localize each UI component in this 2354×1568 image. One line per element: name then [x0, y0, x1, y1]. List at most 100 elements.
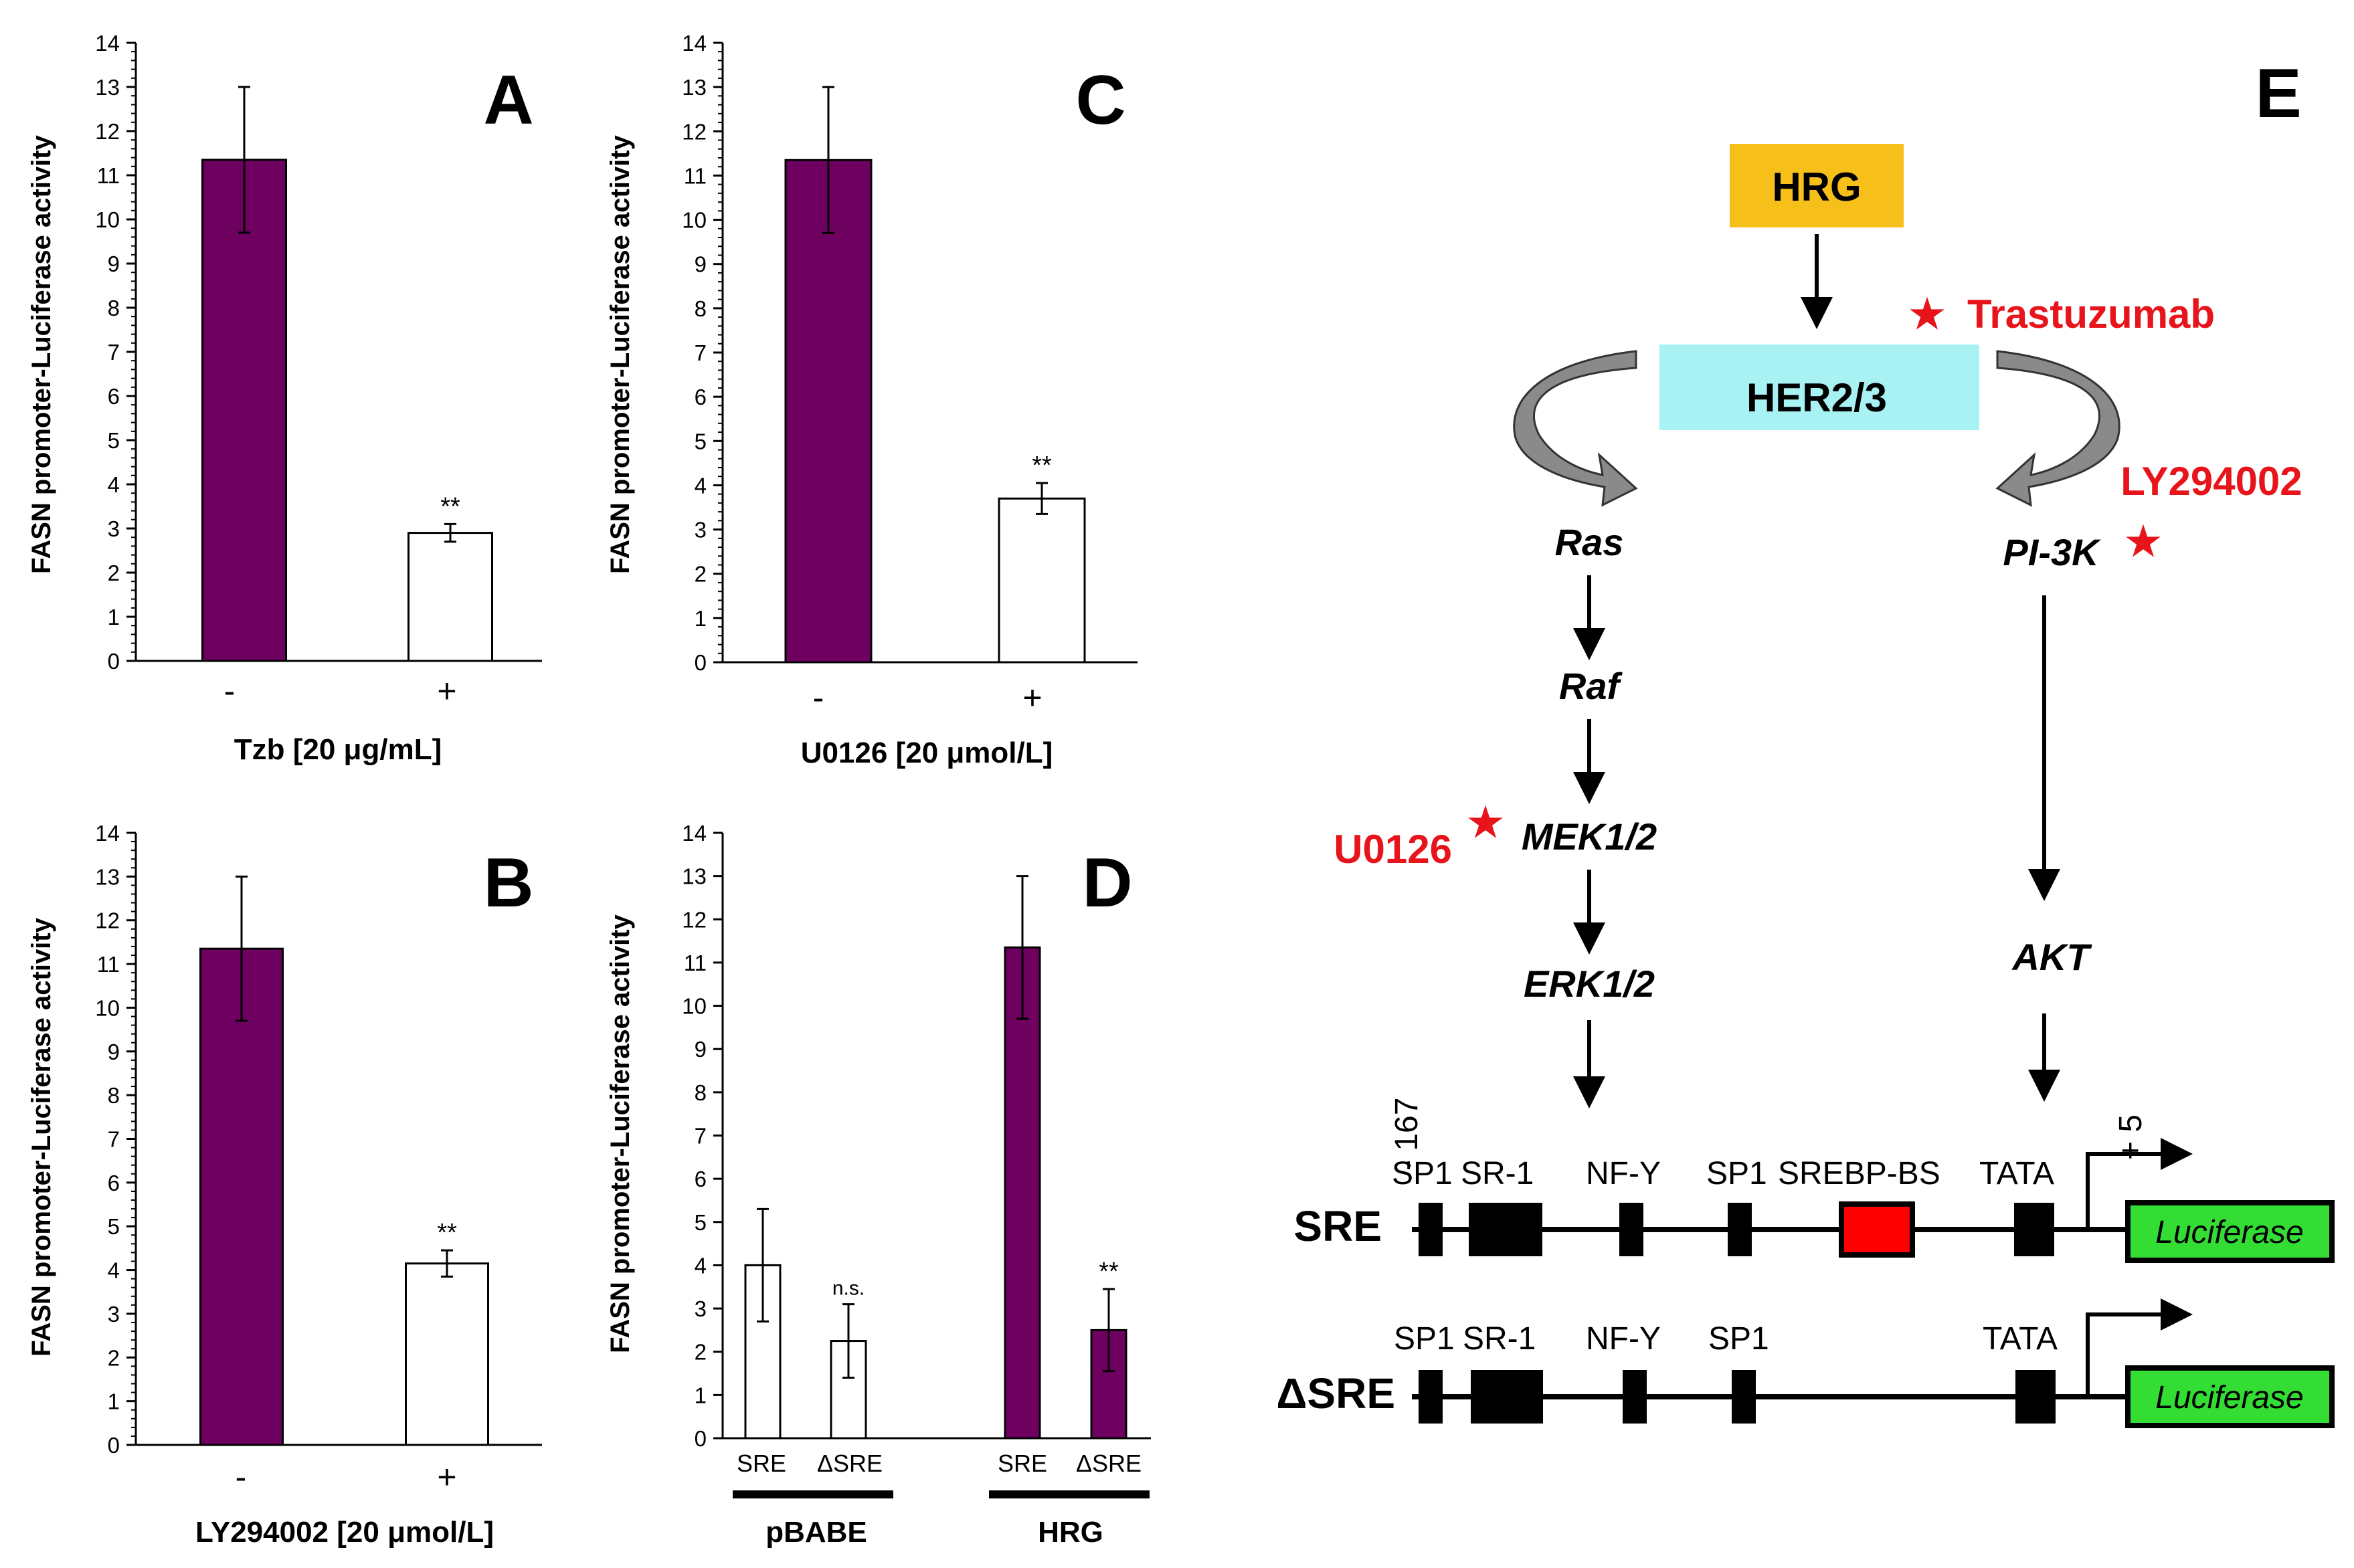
- category-label: ΔSRE: [817, 1450, 883, 1477]
- star-icon: ★: [1909, 292, 1945, 336]
- y-tick-label: 9: [108, 252, 120, 276]
- significance-label: **: [1099, 1258, 1119, 1286]
- u0126-label: U0126: [1334, 827, 1452, 872]
- category-label: +: [437, 1458, 456, 1496]
- bar-series: **: [199, 875, 489, 1446]
- y-tick-label: 5: [695, 429, 707, 454]
- y-tick-label: 13: [682, 864, 707, 889]
- ly294002-label: LY294002: [2120, 459, 2302, 504]
- element-label: NF-Y: [1586, 1156, 1661, 1191]
- raf-label: Raf: [1559, 665, 1623, 707]
- y-tick-label: 13: [95, 75, 120, 100]
- position-start-label: - 167: [1389, 1098, 1425, 1171]
- y-tick-label: 8: [695, 1080, 707, 1105]
- curved-arrow-right: [1995, 350, 2120, 507]
- significance-label: **: [437, 1219, 457, 1247]
- y-tick-label: 10: [682, 994, 707, 1019]
- y-tick-label: 1: [695, 1383, 707, 1407]
- y-tick-label: 10: [682, 208, 707, 233]
- luciferase-label: Luciferase: [2155, 1215, 2303, 1250]
- y-tick-label: 13: [682, 75, 707, 100]
- ras-label: Ras: [1555, 521, 1624, 563]
- srebp-site: [1839, 1201, 1915, 1258]
- y-tick-label: 5: [108, 1214, 120, 1239]
- y-axis-label: FASN promoter-Luciferase activity: [27, 917, 56, 1356]
- group-label: pBABE: [765, 1516, 867, 1549]
- category-label: +: [1022, 679, 1042, 716]
- akt-label: AKT: [2011, 936, 2092, 978]
- y-axis-label: FASN promoter-Luciferase activity: [606, 134, 635, 573]
- element-label: NF-Y: [1586, 1321, 1661, 1357]
- element-label: SP1: [1706, 1156, 1767, 1191]
- panel-b: FASN promoter-Luciferase activity 012345…: [27, 821, 542, 1549]
- y-tick-label: 14: [682, 821, 707, 846]
- significance-label: n.s.: [832, 1278, 865, 1300]
- sp1-site: [1419, 1370, 1443, 1424]
- y-axis-label: FASN promoter-Luciferase activity: [606, 914, 635, 1353]
- y-tick-label: 12: [682, 119, 707, 144]
- significance-label: **: [1032, 452, 1052, 480]
- tss-arrow: [2086, 1138, 2193, 1230]
- dsre-construct-label: ΔSRE: [1276, 1369, 1395, 1417]
- bar: [201, 159, 287, 662]
- y-tick-label: 9: [108, 1040, 120, 1064]
- nfy-site: [1623, 1370, 1647, 1424]
- y-tick-label: 11: [97, 952, 120, 977]
- y-tick-label: 3: [695, 518, 707, 543]
- panel-label-e: E: [2255, 55, 2301, 132]
- category-label: SRE: [998, 1450, 1047, 1477]
- y-tick-label: 3: [108, 1302, 120, 1327]
- element-label: SR-1: [1461, 1156, 1534, 1191]
- y-axis-label: FASN promoter-Luciferase activity: [27, 134, 56, 573]
- bar-series: **: [201, 86, 493, 662]
- sp1-site: [1732, 1370, 1756, 1424]
- bar: [784, 159, 873, 664]
- significance-label: **: [440, 492, 460, 520]
- y-tick-label: 5: [108, 428, 120, 453]
- category-label: -: [224, 672, 236, 710]
- bar-series: **: [784, 86, 1086, 664]
- y-tick-label: 0: [108, 1433, 120, 1458]
- sp1-site: [1728, 1203, 1752, 1256]
- y-tick-label: 2: [108, 1345, 120, 1370]
- category-label: ΔSRE: [1076, 1450, 1142, 1477]
- x-axis-label: LY294002 [20 μmol/L]: [195, 1516, 494, 1549]
- y-tick-label: 6: [695, 385, 707, 409]
- panel-d: FASN promoter-Luciferase activity 012345…: [606, 821, 1151, 1549]
- panel-label-a: A: [483, 62, 533, 139]
- y-tick-label: 14: [95, 821, 120, 846]
- group-label: HRG: [1038, 1516, 1103, 1549]
- y-tick-label: 6: [108, 384, 120, 409]
- y-tick-label: 3: [108, 516, 120, 541]
- tata-box: [2015, 1370, 2056, 1424]
- element-label: SP1: [1394, 1321, 1455, 1357]
- y-tick-label: 1: [108, 1389, 120, 1414]
- bar: [998, 497, 1086, 664]
- panel-c: FASN promoter-Luciferase activity 012345…: [606, 31, 1138, 769]
- luciferase-label: Luciferase: [2155, 1380, 2303, 1415]
- y-tick-label: 1: [695, 606, 707, 631]
- y-tick-label: 4: [695, 473, 707, 498]
- sre-construct-label: SRE: [1293, 1202, 1382, 1250]
- her-receptor-box: [1659, 345, 1979, 430]
- element-label: SP1: [1392, 1156, 1453, 1191]
- category-label: SRE: [737, 1450, 786, 1477]
- y-tick-label: 0: [695, 1426, 707, 1451]
- y-tick-label: 9: [695, 1037, 707, 1062]
- y-tick-label: 6: [695, 1167, 707, 1191]
- y-tick-label: 1: [108, 605, 120, 629]
- y-tick-label: 10: [95, 207, 120, 232]
- star-icon: ★: [1467, 800, 1504, 845]
- y-tick-label: 7: [108, 340, 120, 365]
- sr1-site: [1469, 1203, 1542, 1256]
- y-tick-label: 2: [108, 561, 120, 585]
- luciferase-box: [2125, 1365, 2335, 1428]
- y-tick-label: 12: [95, 119, 120, 144]
- category-label: -: [813, 679, 824, 716]
- bar: [408, 532, 493, 662]
- category-label: +: [437, 672, 456, 710]
